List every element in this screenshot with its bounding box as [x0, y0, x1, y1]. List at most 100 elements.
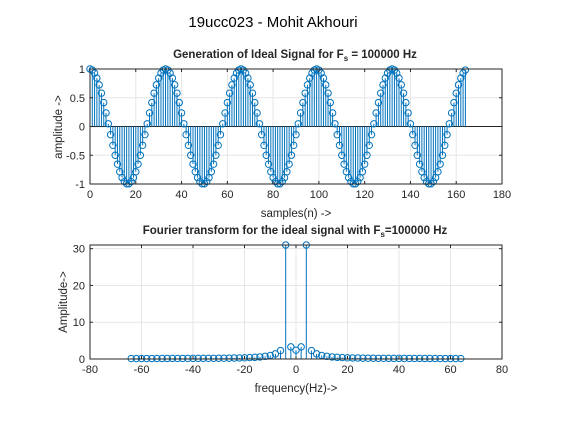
stem-marker [354, 177, 362, 186]
stem-marker [209, 160, 218, 168]
x-tick-label: 40 [175, 189, 187, 201]
stem-marker [228, 81, 236, 89]
stem-marker [184, 141, 193, 150]
stem-marker [415, 160, 424, 168]
stem-marker [109, 141, 117, 150]
stem-marker [415, 354, 424, 363]
stem-marker [292, 130, 300, 139]
stem-marker [276, 346, 285, 355]
stem-marker [134, 160, 142, 168]
stem-marker [307, 346, 316, 355]
stem-marker [153, 354, 161, 363]
stem-marker [245, 353, 254, 362]
stem-marker [262, 151, 270, 159]
stem-marker [319, 74, 328, 82]
x-tick-label: 80 [267, 189, 279, 201]
stem-marker [461, 66, 470, 74]
stem-marker [333, 353, 341, 362]
stem-marker [148, 98, 156, 107]
stem-marker [248, 89, 257, 97]
stem-marker [358, 167, 367, 176]
stem-marker [145, 109, 154, 117]
stem-marker [426, 354, 434, 363]
y-tick-label: 0 [79, 354, 85, 366]
x-tick-label: -20 [237, 364, 253, 376]
stem-marker [106, 130, 115, 139]
fft-tick-labels: -80 -60 -40 -20 0 20 40 60 80 0 10 20 30 [73, 244, 508, 376]
stem-marker [283, 167, 291, 176]
stem-marker [163, 354, 171, 363]
stem-marker [406, 120, 415, 128]
stem-marker [402, 98, 410, 107]
fft-grid [89, 245, 503, 360]
y-tick-label: 0.5 [70, 93, 85, 105]
stem-marker [95, 81, 103, 89]
signal-plot-title: Generation of Ideal Signal for Fs = 1000… [173, 49, 417, 63]
y-tick-label: 1 [79, 64, 85, 76]
stem-marker [436, 160, 444, 168]
stem-marker [287, 343, 295, 351]
stem-marker [405, 354, 413, 363]
stem-marker [278, 177, 286, 186]
stem-marker [138, 141, 147, 150]
stem-marker [287, 151, 296, 159]
stem-marker [404, 109, 412, 117]
stem-marker [360, 160, 369, 168]
x-tick-label: 160 [447, 189, 465, 201]
stem-marker [333, 130, 341, 139]
stem-marker [397, 81, 405, 89]
stem-marker [299, 98, 307, 107]
stem-marker [215, 354, 223, 362]
signal-axes-frame [89, 68, 503, 185]
stem-marker [175, 98, 183, 107]
stem-marker [111, 151, 119, 159]
stem-marker [264, 160, 273, 168]
fft-x-axis-label: frequency(Hz)-> [255, 383, 338, 395]
stem-marker [203, 177, 211, 186]
stem-marker [369, 354, 377, 362]
stem-marker [324, 89, 332, 97]
y-tick-label: -0.5 [66, 150, 85, 162]
stem-marker [168, 74, 177, 82]
stem-marker [235, 354, 244, 362]
x-tick-label: 0 [293, 364, 299, 376]
stem-marker [400, 354, 408, 363]
x-tick-label: -60 [134, 364, 150, 376]
stem-marker [399, 89, 408, 97]
stem-marker [173, 89, 181, 97]
stem-marker [189, 160, 197, 168]
stem-marker [379, 354, 388, 363]
stem-marker [102, 109, 110, 117]
x-tick-label: 0 [87, 189, 93, 201]
stem-marker [395, 74, 403, 82]
stem-marker [344, 173, 353, 182]
stem-marker [410, 354, 419, 363]
stem-marker [370, 120, 378, 128]
stem-marker [214, 141, 222, 150]
stem-marker [100, 98, 108, 107]
y-tick-label: 10 [73, 317, 85, 329]
stem-marker [187, 151, 195, 159]
stem-marker [204, 354, 213, 363]
x-tick-label: 60 [444, 364, 456, 376]
stem-marker [413, 151, 422, 159]
stem-marker [348, 354, 357, 362]
stem-marker [367, 130, 376, 139]
stem-marker [260, 141, 268, 150]
stem-marker [376, 89, 385, 97]
stem-marker [253, 109, 261, 117]
stem-marker [240, 354, 249, 362]
stem-marker [179, 354, 187, 363]
stem-marker [113, 160, 122, 168]
stem-marker [219, 120, 227, 128]
x-tick-label: 100 [310, 189, 328, 201]
stem-marker [256, 353, 264, 361]
stem-marker [445, 120, 454, 128]
stem-marker [207, 167, 216, 176]
stem-marker [143, 120, 151, 128]
stem-marker [269, 173, 277, 182]
stem-marker [257, 130, 266, 139]
axes-box [89, 68, 503, 185]
stem-marker [411, 141, 419, 150]
